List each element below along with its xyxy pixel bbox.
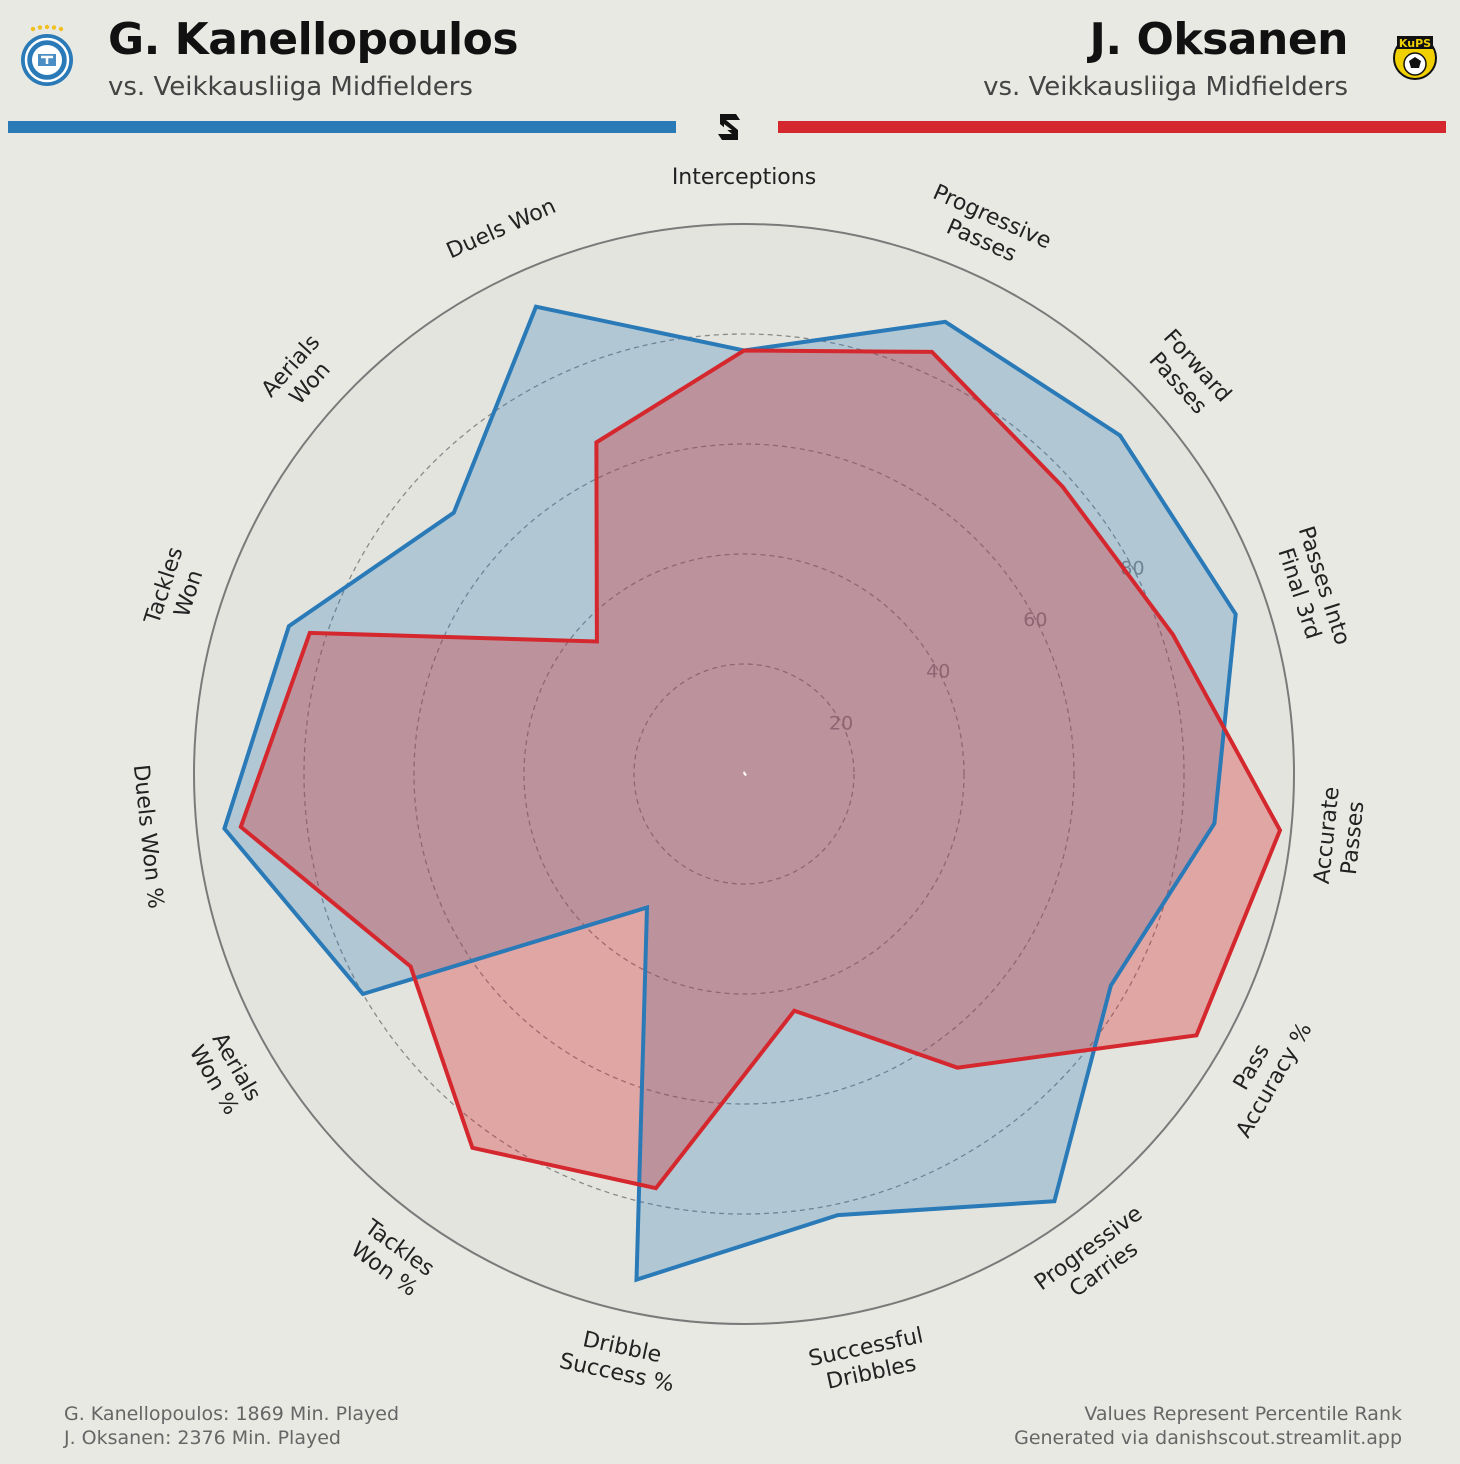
kups-badge-text: KuPS xyxy=(1399,37,1431,50)
axis-label-9: DribbleSuccess % xyxy=(557,1323,682,1397)
ring-tick-label-20: 20 xyxy=(829,712,853,734)
kups-badge-icon: KuPS xyxy=(1393,36,1437,80)
axis-label-1: Interceptions xyxy=(672,165,816,190)
footer-right: Values Represent Percentile Rank Generat… xyxy=(1014,1402,1402,1450)
axis-label-14: AerialsWon xyxy=(257,330,345,419)
ring-tick-label-60: 60 xyxy=(1023,609,1047,631)
axis-label-11: AerialsWon % xyxy=(184,1028,266,1119)
minutes-player2: J. Oksanen: 2376 Min. Played xyxy=(64,1427,341,1449)
series-line-1 xyxy=(222,304,1238,1283)
radar-ring-20 xyxy=(633,663,855,885)
radar-ring-40 xyxy=(523,553,965,995)
axis-label-10: TacklesWon % xyxy=(344,1215,439,1303)
series-area-1 xyxy=(224,306,1236,1280)
danishscout-logo-icon xyxy=(718,114,740,140)
axis-label-12: Duels Won % xyxy=(128,763,168,910)
player2-name: J. Oksanen xyxy=(1089,14,1349,65)
generated-note: Generated via danishscout.streamlit.app xyxy=(1014,1427,1402,1449)
axis-label-line: Duels Won % xyxy=(128,763,168,910)
player1-name: G. Kanellopoulos xyxy=(108,14,519,65)
axis-label-8: SuccessfulDribbles xyxy=(806,1323,930,1397)
player2-subtitle: vs. Veikkausliiga Midfielders xyxy=(983,72,1348,102)
axis-label-line: Duels Won xyxy=(443,194,560,264)
ring-tick-label-40: 40 xyxy=(926,661,950,683)
axis-label-13: TacklesWon xyxy=(140,544,213,636)
series-line-2 xyxy=(238,348,1283,1191)
player1-subtitle: vs. Veikkausliiga Midfielders xyxy=(108,72,473,102)
center-mark-icon xyxy=(743,771,747,776)
player1-color-bar xyxy=(8,121,676,133)
radar-ring-60 xyxy=(413,443,1075,1105)
axis-label-4: Passes IntoFinal 3rd xyxy=(1268,523,1355,656)
footer-left: G. Kanellopoulos: 1869 Min. Played J. Ok… xyxy=(64,1402,399,1450)
minutes-player1: G. Kanellopoulos: 1869 Min. Played xyxy=(64,1403,400,1425)
hjk-badge-icon xyxy=(21,24,73,86)
percentile-note: Values Represent Percentile Rank xyxy=(1084,1403,1402,1425)
axis-label-line: Interceptions xyxy=(672,165,816,190)
axis-label-5: AccuratePasses xyxy=(1310,785,1371,887)
series-area-2 xyxy=(240,350,1280,1189)
player2-color-bar xyxy=(778,121,1446,133)
axis-label-15: Duels Won xyxy=(443,194,560,264)
radar-ring-80 xyxy=(303,333,1185,1215)
